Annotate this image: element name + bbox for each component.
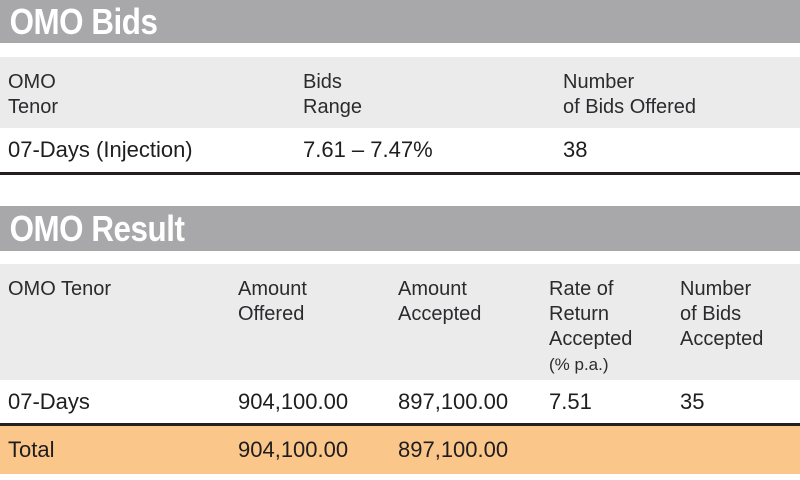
result-header-tenor-label: OMO Tenor	[8, 278, 111, 300]
bids-header-number-offered-label: Number of Bids Offered	[563, 71, 697, 118]
omo-bids-title: OMO Bids	[9, 0, 158, 42]
spacer	[0, 251, 800, 264]
omo-result-title: OMO Result	[9, 207, 185, 249]
total-amount-accepted: 897,100.00	[398, 437, 509, 462]
total-label: Total	[8, 437, 55, 462]
result-header-number-accepted: Number of Bids Accepted	[680, 277, 800, 380]
bids-header-range: Bids Range	[303, 70, 563, 128]
result-header-rate-label: Rate of Return Accepted	[549, 278, 633, 350]
result-total-row: Total 904,100.00 897,100.00	[0, 426, 800, 474]
result-header-amount-offered: Amount Offered	[238, 277, 398, 380]
result-cell-number-accepted: 35	[680, 388, 705, 414]
bids-cell-tenor: 07-Days (Injection)	[8, 137, 193, 162]
result-header-number-accepted-label: Number of Bids Accepted	[680, 278, 764, 350]
bids-header-number-offered: Number of Bids Offered	[563, 70, 800, 128]
result-header-amount-offered-label: Amount Offered	[238, 278, 307, 325]
spacer	[0, 43, 800, 57]
result-table-row: 07-Days 904,100.00 897,100.00 7.51 35	[0, 380, 800, 426]
bids-header-range-label: Bids Range	[303, 71, 362, 118]
result-header-rate-unit: (% p.a.)	[549, 355, 609, 374]
bids-table-row: 07-Days (Injection) 7.61 – 7.47% 38	[0, 128, 800, 175]
result-header-amount-accepted: Amount Accepted	[398, 277, 549, 380]
omo-bids-title-bar: OMO Bids	[0, 0, 800, 43]
result-cell-tenor: 07-Days	[8, 388, 90, 414]
result-cell-amount-accepted: 897,100.00	[398, 388, 509, 414]
spacer	[0, 175, 800, 206]
bids-header-tenor: OMO Tenor	[0, 70, 303, 128]
bids-table-header-row: OMO Tenor Bids Range Number of Bids Offe…	[0, 57, 800, 128]
result-header-rate: Rate of Return Accepted (% p.a.)	[549, 277, 680, 380]
total-amount-offered: 904,100.00	[238, 437, 349, 462]
result-cell-rate: 7.51	[549, 388, 592, 414]
bids-cell-number-offered: 38	[563, 137, 588, 162]
bids-header-tenor-label: OMO Tenor	[8, 71, 59, 118]
result-header-amount-accepted-label: Amount Accepted	[398, 278, 482, 325]
omo-result-title-bar: OMO Result	[0, 206, 800, 251]
bids-cell-range: 7.61 – 7.47%	[303, 137, 433, 162]
result-cell-amount-offered: 904,100.00	[238, 388, 349, 414]
result-header-tenor: OMO Tenor	[0, 277, 238, 380]
result-table-header-row: OMO Tenor Amount Offered Amount Accepted…	[0, 264, 800, 380]
